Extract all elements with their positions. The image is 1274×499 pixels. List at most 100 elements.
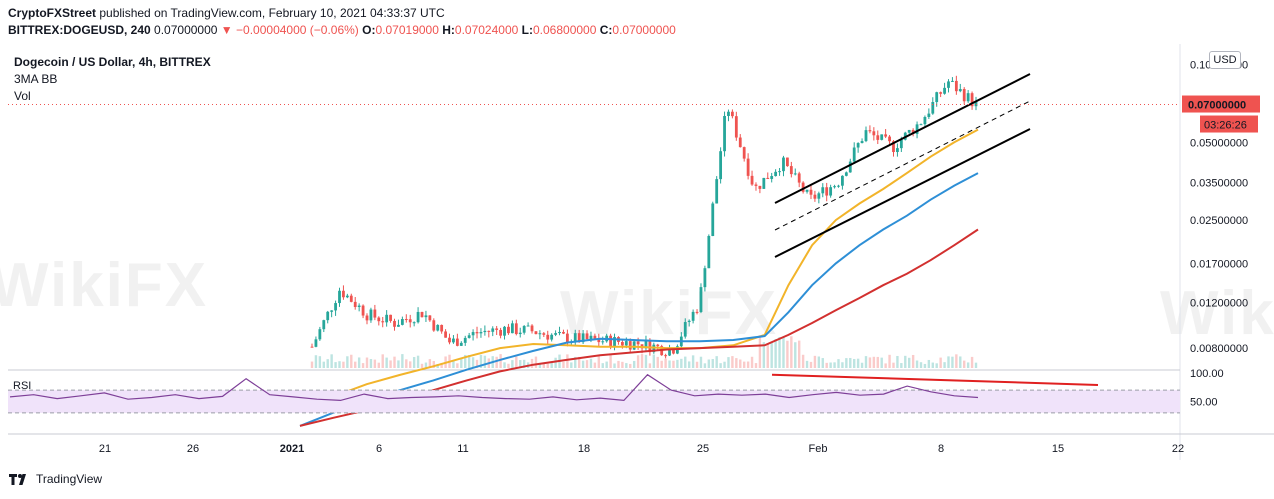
- volume-bar: [892, 362, 895, 368]
- close-value: 0.07000000: [612, 23, 676, 37]
- last-price: 0.07000000: [154, 23, 218, 37]
- candle-body: [530, 325, 534, 332]
- volume-bar: [680, 358, 683, 368]
- candle-body: [813, 194, 817, 199]
- volume-bar: [550, 361, 553, 368]
- volume-bar: [837, 359, 840, 368]
- volume-bar: [860, 362, 864, 368]
- volume-bar: [672, 360, 675, 368]
- volume-bar: [432, 361, 435, 368]
- volume-bar: [974, 362, 978, 368]
- candle-body: [507, 326, 510, 334]
- volume-bar: [833, 362, 836, 368]
- candle-body: [719, 151, 723, 180]
- candle-body: [770, 176, 774, 179]
- y-tick-label: 0.01200000: [1190, 298, 1248, 310]
- indicator-volume[interactable]: Vol: [14, 89, 31, 103]
- candle-body: [825, 187, 829, 196]
- volume-bar: [570, 362, 573, 368]
- volume-bar: [369, 359, 373, 368]
- candle-body: [789, 166, 793, 175]
- candle-body: [766, 177, 770, 179]
- volume-bar: [354, 361, 357, 368]
- volume-bar: [538, 362, 542, 368]
- candle-body: [821, 187, 825, 194]
- volume-bar: [845, 358, 848, 368]
- volume-bar: [412, 357, 416, 368]
- watermark-left: WikiFX: [0, 251, 209, 320]
- publisher-name[interactable]: CryptoFXStreet: [8, 6, 97, 20]
- candle-body: [577, 333, 581, 343]
- chart-title: Dogecoin / US Dollar, 4h, BITTREX: [14, 55, 211, 69]
- candle-body: [585, 333, 589, 340]
- volume-bar: [896, 355, 899, 368]
- volume-bar: [440, 362, 443, 368]
- volume-bar: [750, 356, 754, 368]
- candle-body: [377, 317, 381, 322]
- volume-bar: [849, 357, 852, 368]
- tradingview-logo-icon[interactable]: [8, 472, 30, 486]
- candle-body: [526, 325, 530, 327]
- volume-bar: [617, 360, 620, 368]
- candle-body: [546, 334, 550, 340]
- volume-bar: [385, 357, 388, 368]
- footer-brand[interactable]: TradingView: [36, 472, 103, 486]
- x-tick-label: 21: [99, 443, 111, 455]
- volume-bar: [357, 357, 361, 368]
- volume-bar: [707, 359, 711, 368]
- volume-bar: [322, 361, 325, 368]
- candle-body: [742, 147, 746, 159]
- ohlc-line: BITTREX:DOGEUSD, 240 0.07000000 ▼ −0.000…: [8, 23, 676, 37]
- volume-bar: [593, 362, 597, 368]
- volume-bar: [609, 354, 612, 368]
- candle-body: [334, 303, 337, 311]
- volume-bar: [719, 363, 722, 368]
- volume-bar: [735, 358, 738, 368]
- volume-bar: [684, 356, 687, 368]
- volume-bar: [503, 362, 506, 368]
- candle-body: [342, 290, 345, 298]
- candle-body: [801, 182, 805, 192]
- candle-body: [554, 333, 557, 335]
- candle-body: [620, 341, 624, 346]
- volume-bar: [691, 355, 695, 368]
- candle-body: [365, 315, 369, 321]
- currency-button[interactable]: USD: [1209, 51, 1241, 69]
- x-tick-label: 2021: [280, 443, 304, 455]
- candle-body: [424, 315, 428, 318]
- symbol-label: BITTREX:DOGEUSD, 240: [8, 23, 151, 37]
- volume-bar: [817, 356, 821, 368]
- candle-body: [601, 341, 605, 343]
- candle-body: [731, 111, 734, 117]
- candle-body: [864, 130, 868, 142]
- high-value: 0.07024000: [454, 23, 519, 37]
- volume-bar: [629, 363, 632, 368]
- candle-body: [668, 350, 671, 356]
- rsi-tick-label: 100.00: [1190, 368, 1224, 380]
- candle-body: [750, 175, 754, 185]
- volume-bar: [479, 354, 483, 368]
- candle-body: [534, 331, 538, 335]
- volume-bar: [955, 354, 958, 368]
- candle-body: [856, 143, 860, 148]
- volume-bar: [601, 363, 604, 368]
- volume-bar: [880, 357, 883, 368]
- candle-body: [573, 333, 577, 342]
- candle-body: [479, 332, 483, 334]
- candle-body: [754, 184, 758, 186]
- volume-bar: [703, 363, 707, 368]
- candle-body: [970, 93, 974, 107]
- x-tick-label: 25: [697, 443, 709, 455]
- volume-bar: [919, 362, 923, 368]
- volume-bar: [574, 356, 577, 368]
- indicator-ma-bb[interactable]: 3MA BB: [14, 72, 58, 86]
- volume-bar: [401, 354, 404, 368]
- volume-bar: [334, 362, 337, 368]
- candle-body: [510, 323, 514, 334]
- candle-body: [467, 335, 471, 338]
- candle-body: [691, 311, 695, 321]
- candle-body: [440, 324, 444, 332]
- candle-body: [345, 295, 349, 298]
- candle-body: [459, 342, 463, 346]
- candle-body: [746, 158, 750, 176]
